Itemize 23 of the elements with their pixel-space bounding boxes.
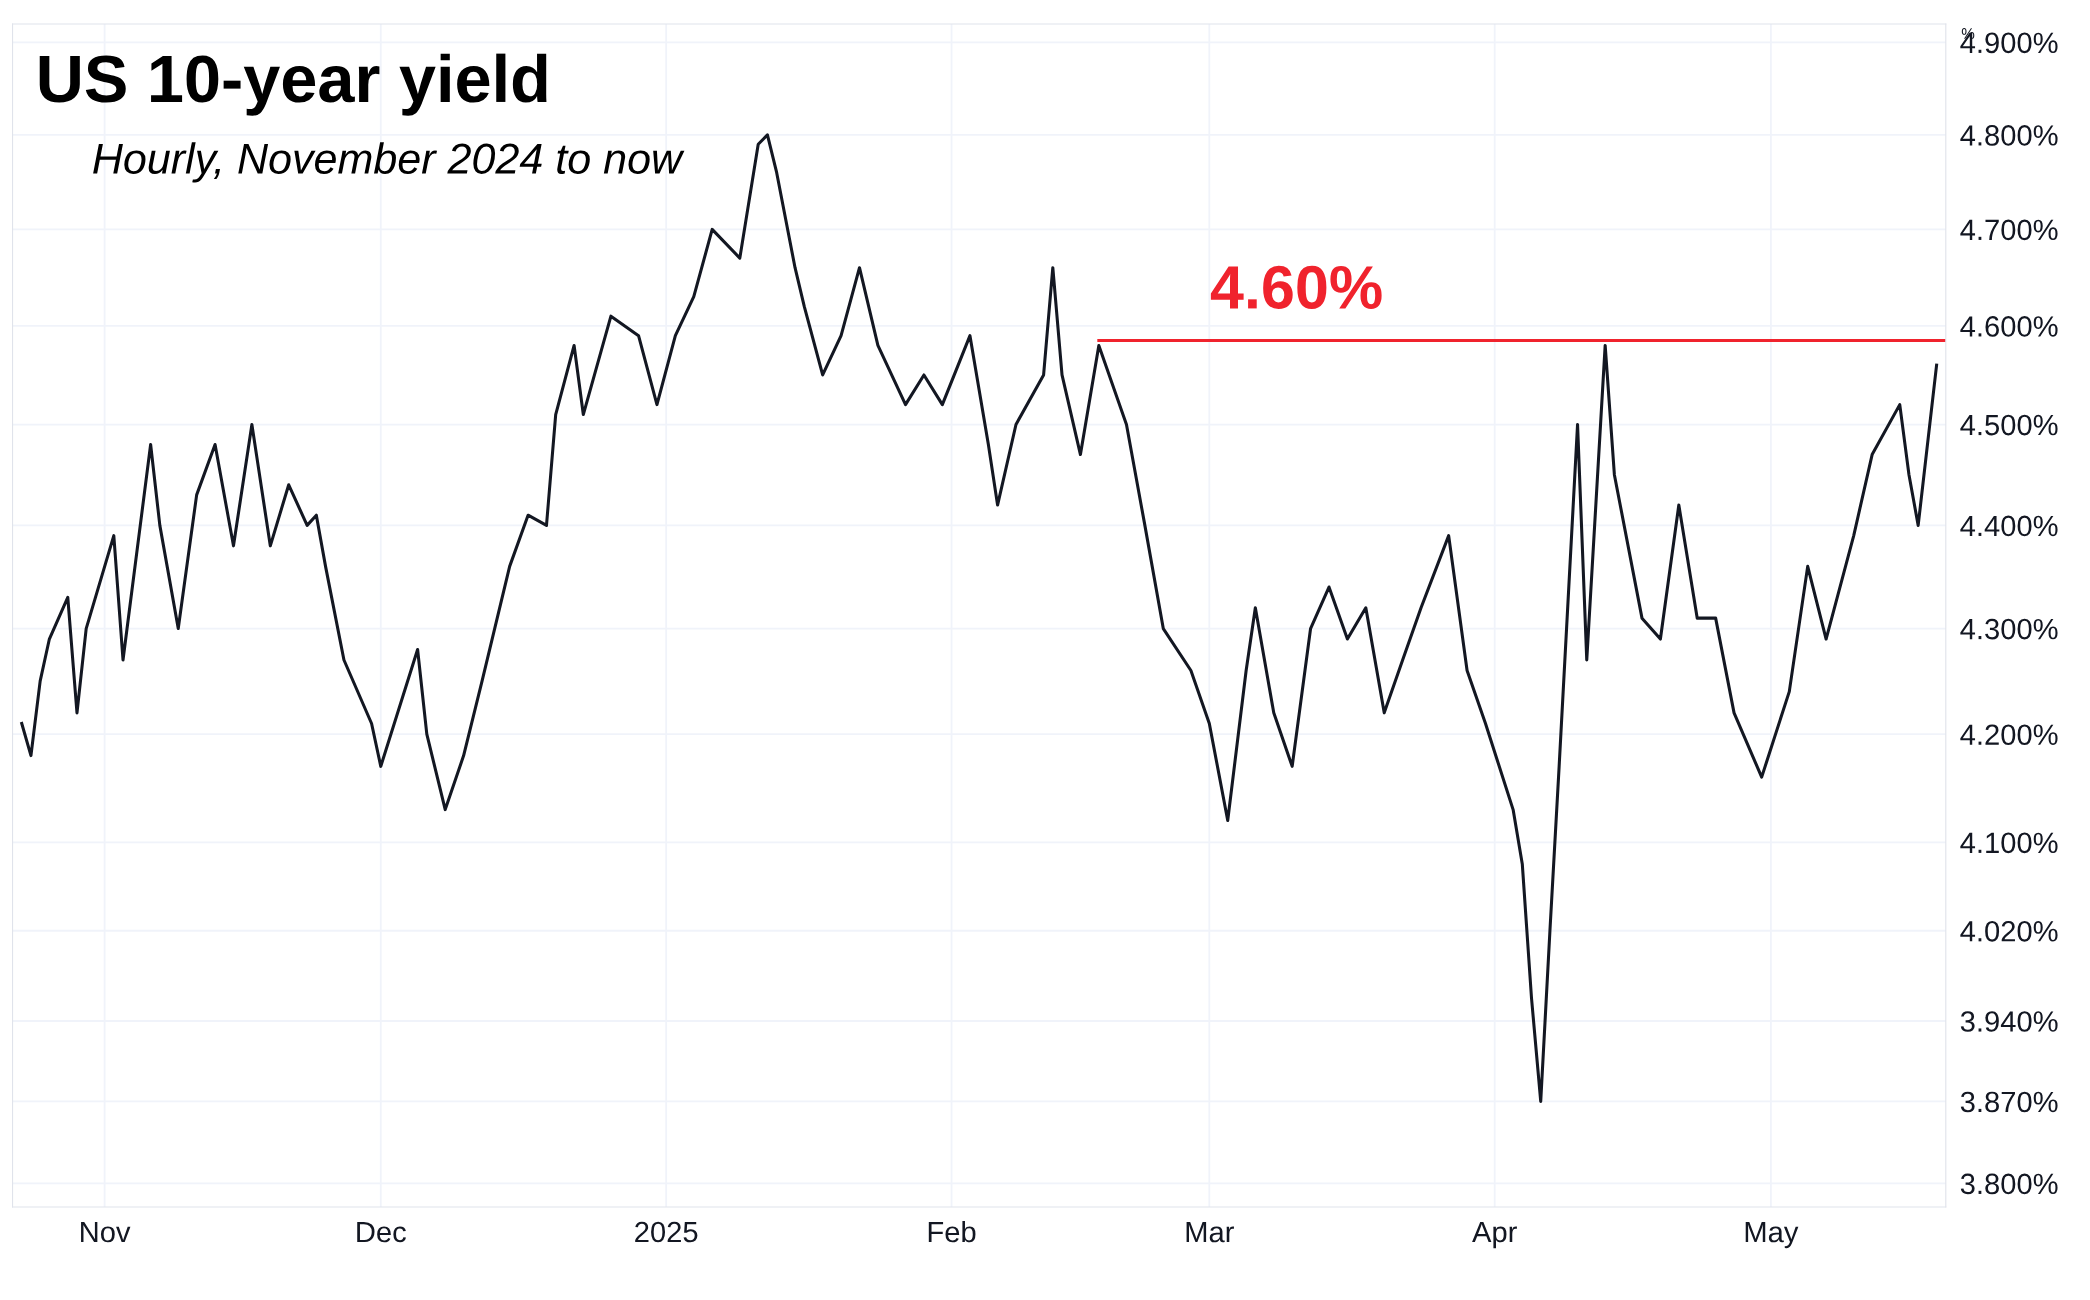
- y-tick-label: 4.500%: [1960, 414, 2058, 436]
- annotation: 4.60%: [1210, 265, 1382, 310]
- x-tick-label: Feb: [928, 1220, 976, 1243]
- x-tick-label: Mar: [1186, 1222, 1234, 1243]
- text: Hourly, November 2024 to now: [93, 142, 685, 183]
- y-tick-label: 4.700%: [1960, 219, 2058, 241]
- y-tick-label: 3.870%: [1960, 1091, 2058, 1113]
- chart-title: US 10-year yield: [39, 53, 547, 116]
- y-tick-label: 3.940%: [1960, 1011, 2058, 1032]
- y-tick-label: 4.300%: [1960, 618, 2058, 640]
- x-tick-label: Nov: [81, 1222, 131, 1243]
- y-tick-label: 4.800%: [1960, 125, 2058, 146]
- y-tick-label: 4.600%: [1960, 316, 2058, 337]
- y-tick-label: 4.200%: [1960, 724, 2058, 746]
- x-tick-label: Apr: [1472, 1222, 1517, 1249]
- y-tick-label: 4.400%: [1960, 515, 2058, 537]
- y-tick-label: 3.800%: [1960, 1173, 2058, 1195]
- x-tick-label: 2025: [635, 1221, 698, 1243]
- x-tick-label: May: [1745, 1222, 1799, 1249]
- x-tick-label: Dec: [357, 1222, 406, 1243]
- y-tick-label: 4.020%: [1960, 920, 2058, 942]
- line-series: [20, 133, 1939, 1103]
- y-tick-label: 4.100%: [1960, 832, 2058, 854]
